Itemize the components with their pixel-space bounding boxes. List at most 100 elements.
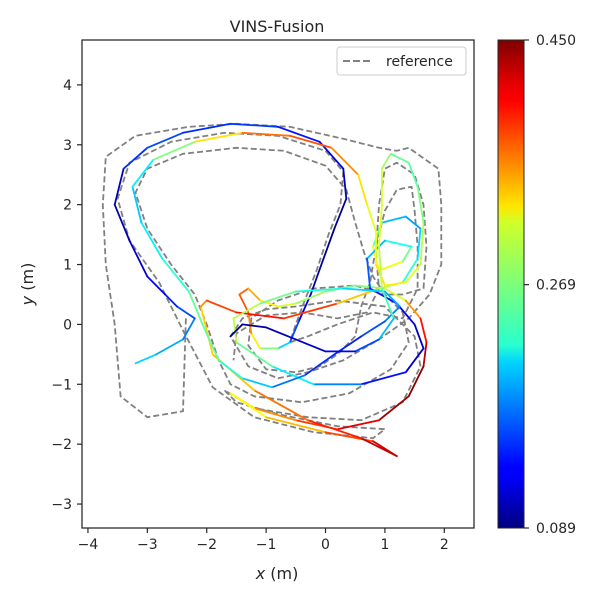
trajectory-segment: [241, 377, 274, 389]
trajectory-segment: [131, 158, 155, 188]
trajectory-segment: [152, 140, 196, 161]
trajectory-segment: [378, 395, 410, 422]
y-tick-label: −1: [51, 377, 72, 393]
trajectory-segment: [303, 353, 336, 377]
trajectory-segment: [146, 131, 184, 149]
reference-path: [101, 122, 443, 440]
trajectory-segment: [366, 203, 377, 233]
trajectory-segment: [259, 290, 297, 305]
trajectory-segment: [288, 320, 300, 344]
colorbar-tick-label: 0.089: [536, 521, 576, 537]
legend-reference-label: reference: [386, 54, 453, 70]
trajectory-segment: [164, 293, 178, 308]
y-axis-label: y (m): [18, 263, 37, 307]
trajectory-segment: [419, 221, 425, 266]
colorbar-ticks: 0.089 0.269 0.450: [524, 33, 576, 537]
trajectory-segment: [407, 365, 425, 398]
trajectory-segment: [357, 173, 369, 206]
legend-box: [336, 46, 467, 76]
trajectory-segment: [229, 392, 268, 419]
trajectory-segment: [330, 146, 360, 176]
trajectory-segment: [131, 185, 143, 224]
trajectory-segment: [176, 305, 196, 320]
trajectory-segment: [134, 353, 158, 365]
trajectory-segment: [199, 305, 214, 356]
trajectory-segment: [241, 323, 268, 329]
trajectory-segment: [122, 146, 149, 170]
colorbar-tick-label: 0.269: [536, 278, 576, 294]
trajectory-segment: [404, 299, 422, 320]
y-tick-label: 3: [63, 138, 72, 154]
trajectory-segment: [383, 239, 413, 248]
colorbar-tick-label: 0.450: [536, 33, 576, 49]
trajectory-segment: [342, 287, 386, 293]
x-tick-label: −2: [196, 537, 217, 553]
trajectory-segment: [229, 122, 279, 128]
trajectory-segment: [259, 299, 279, 308]
trajectory-segment: [247, 287, 262, 302]
trajectory-segment: [271, 374, 306, 389]
trajectory-segment: [366, 257, 372, 290]
trajectory-segment: [342, 167, 348, 200]
trajectory-segment: [383, 287, 407, 302]
trajectory-segment: [128, 239, 149, 278]
trajectory-segment: [389, 152, 410, 164]
x-tick-label: −3: [137, 537, 158, 553]
x-tick-label: 0: [321, 537, 330, 553]
trajectory-segment: [336, 419, 380, 431]
trajectory-segment: [321, 227, 336, 263]
trajectory-segment: [193, 131, 244, 143]
trajectory-segment: [422, 341, 428, 368]
trajectory-segment: [378, 203, 383, 248]
chart-title: VINS-Fusion: [230, 17, 325, 36]
trajectory-segment: [140, 221, 164, 260]
trajectory-segment: [282, 302, 339, 320]
x-axis-ticks: −4 −3 −2 −1 0 1 2: [78, 528, 449, 553]
trajectory-segment: [229, 323, 244, 338]
x-tick-label: −1: [256, 537, 277, 553]
trajectory-segment: [404, 263, 422, 284]
y-tick-label: −3: [51, 497, 72, 513]
trajectory-segment: [146, 275, 167, 296]
trajectory-segment: [354, 338, 380, 353]
trajectory-segment: [309, 260, 324, 296]
trajectory-segment: [294, 287, 345, 293]
y-tick-label: 0: [63, 317, 72, 333]
trajectory-segment: [407, 161, 419, 188]
trajectory-segment: [416, 227, 422, 260]
trajectory-segment: [217, 359, 244, 380]
trajectory-segment: [235, 311, 285, 320]
axes-frame: [81, 39, 475, 529]
trajectory-segment: [378, 260, 404, 272]
trajectory-segment: [250, 332, 262, 350]
trajectory-segment: [383, 281, 407, 287]
trajectory-segment: [277, 341, 291, 350]
trajectory-segment: [253, 389, 309, 422]
trajectory-segment: [113, 203, 131, 242]
trajectory-segment: [360, 371, 407, 386]
legend: reference: [336, 46, 467, 76]
trajectory-segment: [265, 326, 297, 341]
trajectory-segment: [378, 245, 383, 290]
trajectory-segment: [277, 125, 321, 143]
trajectory-segment: [404, 215, 422, 230]
trajectory-segment: [199, 299, 208, 308]
plot-area: −4 −3 −2 −1 0 1 2 −3 −2 −1 0 1 2 3 4: [51, 39, 475, 553]
trajectory-segment: [113, 167, 125, 206]
trajectory-segment: [404, 347, 425, 374]
y-tick-label: 1: [63, 258, 72, 274]
trajectory-segment: [205, 299, 238, 314]
trajectory-segment: [247, 311, 253, 335]
trajectory-segment: [380, 215, 407, 224]
trajectory-segment: [380, 152, 392, 170]
trajectory-segment: [238, 287, 250, 296]
trajectory-segment: [401, 245, 413, 263]
y-tick-label: 2: [63, 198, 72, 214]
trajectory-segment: [383, 290, 401, 308]
trajectory-segment: [413, 323, 425, 350]
trajectory-segment: [378, 317, 395, 341]
reference-trajectory: [101, 122, 443, 440]
trajectory-segment: [232, 317, 238, 344]
trajectory-segment: [241, 131, 291, 137]
